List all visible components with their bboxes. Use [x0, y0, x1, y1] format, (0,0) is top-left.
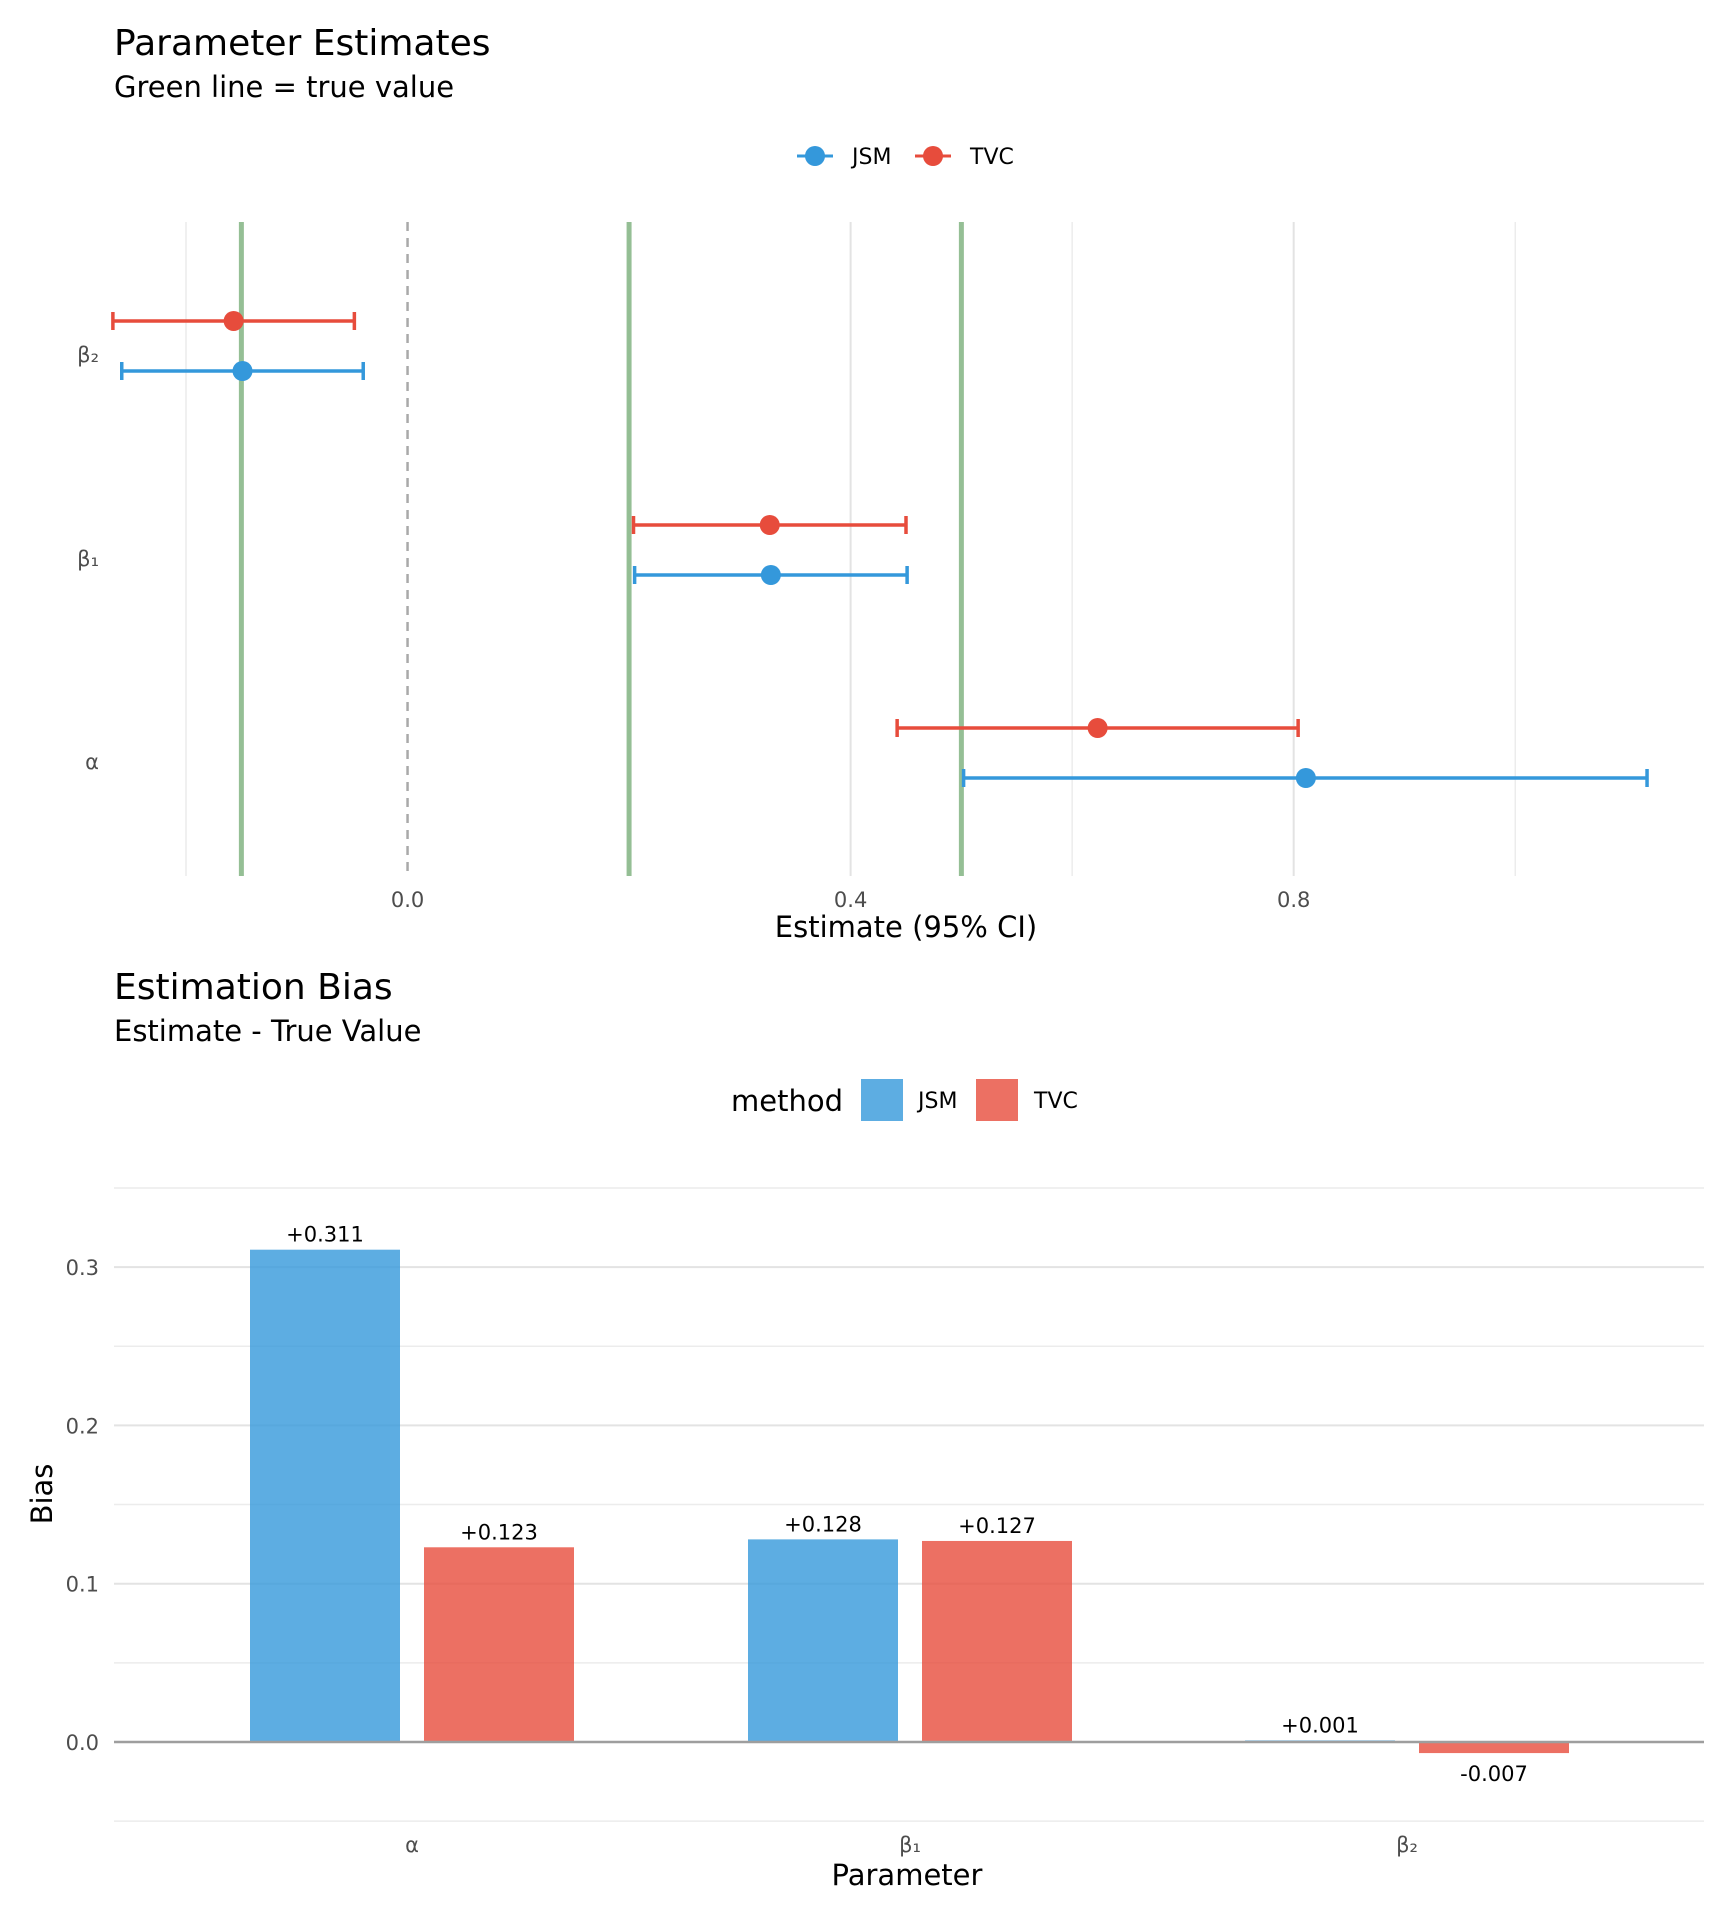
estimate-marks — [111, 311, 1649, 788]
bar-label-tvc-beta1: +0.127 — [958, 1514, 1036, 1538]
x-tick-label-beta2: β₂ — [1396, 1833, 1418, 1857]
y-tick-label: 0.1 — [66, 1573, 99, 1597]
bar-jsm-alpha — [250, 1249, 400, 1742]
x-tick-label-alpha: α — [405, 1833, 419, 1857]
y-tick-label: 0.0 — [66, 1731, 99, 1755]
estimate-point-jsm-beta2 — [232, 361, 253, 381]
chart-title: Estimation Bias — [114, 967, 393, 1008]
y-axis-ticks: 0.0 0.1 0.2 0.3 — [66, 1256, 99, 1755]
legend-label-jsm: JSM — [850, 145, 891, 170]
y-axis-title: Bias — [25, 1464, 59, 1525]
chart-subtitle: Estimate - True Value — [114, 1014, 421, 1048]
legend-key-tvc — [976, 1079, 1018, 1121]
bar-label-tvc-beta2: -0.007 — [1460, 1762, 1528, 1786]
bar-label-jsm-alpha: +0.311 — [286, 1223, 364, 1247]
legend-label-tvc: TVC — [969, 145, 1014, 170]
bar-jsm-beta1 — [748, 1539, 898, 1742]
legend-point-jsm — [805, 146, 825, 166]
legend-key-jsm — [861, 1079, 903, 1121]
legend-label-jsm: JSM — [916, 1089, 957, 1114]
legend-point-tvc — [923, 146, 943, 166]
x-axis-ticks: α β₁ β₂ — [405, 1833, 1418, 1857]
y-tick-label-beta2: β₂ — [77, 343, 99, 367]
chart-title: Parameter Estimates — [114, 23, 491, 64]
y-tick-label: 0.3 — [66, 1256, 99, 1280]
bars — [250, 1249, 1569, 1754]
estimate-point-tvc-beta1 — [759, 515, 780, 535]
chart-subtitle: Green line = true value — [114, 70, 454, 104]
x-axis-title: Parameter — [832, 1858, 983, 1892]
x-tick-label: 0.8 — [1277, 888, 1310, 912]
x-tick-label: 0.0 — [391, 888, 424, 912]
bar-value-labels: +0.311 +0.128 +0.001 +0.123 +0.127 -0.007 — [286, 1223, 1528, 1786]
bar-label-jsm-beta2: +0.001 — [1281, 1713, 1359, 1737]
y-axis-ticks: β₂ β₁ α — [77, 343, 99, 774]
panel-parameter-estimates: Parameter Estimates Green line = true va… — [77, 23, 1649, 944]
bar-tvc-beta2 — [1419, 1742, 1569, 1754]
x-axis-ticks: 0.0 0.4 0.8 — [391, 888, 1311, 912]
estimate-point-jsm-alpha — [1295, 768, 1316, 788]
true-value-lines — [238, 222, 964, 876]
legend: method JSM TVC — [731, 1079, 1078, 1121]
legend-label-tvc: TVC — [1033, 1089, 1078, 1114]
y-tick-label-beta1: β₁ — [77, 547, 99, 571]
legend: JSM TVC — [797, 145, 1014, 170]
bar-tvc-beta1 — [922, 1540, 1072, 1742]
x-axis-title: Estimate (95% CI) — [775, 910, 1037, 944]
estimate-point-jsm-beta1 — [760, 565, 781, 585]
x-tick-label: 0.4 — [834, 888, 867, 912]
y-tick-label: 0.2 — [66, 1414, 99, 1438]
panel-estimation-bias: Estimation Bias Estimate - True Value me… — [25, 967, 1704, 1892]
bar-label-tvc-alpha: +0.123 — [460, 1520, 538, 1544]
estimate-point-tvc-beta2 — [223, 311, 244, 331]
x-tick-label-beta1: β₁ — [899, 1833, 921, 1857]
legend-title: method — [731, 1084, 843, 1118]
y-tick-label-alpha: α — [85, 750, 99, 774]
estimate-point-tvc-alpha — [1087, 718, 1108, 738]
bar-tvc-alpha — [424, 1547, 574, 1742]
bar-label-jsm-beta1: +0.128 — [784, 1512, 862, 1536]
